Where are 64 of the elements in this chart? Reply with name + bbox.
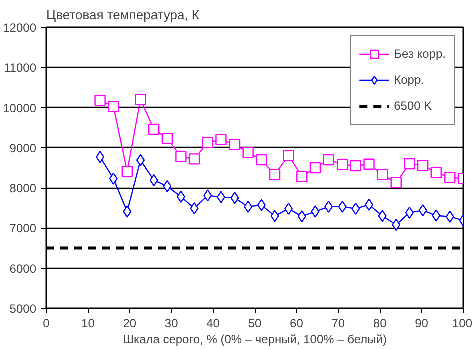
- point: [269, 169, 281, 180]
- point: [364, 158, 375, 170]
- point: [216, 191, 226, 204]
- y-tick-label: 9000: [10, 141, 37, 156]
- point: [430, 167, 442, 178]
- point: [336, 159, 348, 170]
- x-tick-label: 0: [43, 316, 50, 330]
- x-tick-label: 60: [290, 316, 304, 330]
- point: [444, 172, 456, 184]
- point: [176, 151, 187, 162]
- y-tick-label: 6000: [10, 262, 37, 276]
- point: [188, 154, 200, 165]
- x-axis-title: Шкала серого, % (0% – черный, 100% – белый): [123, 332, 387, 346]
- point: [230, 192, 240, 204]
- point: [96, 151, 105, 164]
- point: [204, 190, 212, 202]
- x-tick-label: 90: [415, 316, 429, 330]
- legend-label: Корр.: [394, 73, 424, 87]
- point: [162, 133, 174, 144]
- point: [94, 94, 106, 106]
- point: [270, 210, 280, 222]
- x-tick-label: 10: [82, 316, 96, 330]
- x-tick-label: 80: [373, 316, 388, 330]
- point: [432, 210, 441, 222]
- point: [242, 147, 254, 158]
- point: [256, 154, 268, 166]
- point: [136, 154, 146, 166]
- point: [229, 139, 241, 150]
- point: [216, 134, 227, 146]
- y-tick-label: 8000: [10, 182, 37, 196]
- y-tick-label: 10000: [3, 101, 37, 116]
- chart-title: Цветовая температура, К: [46, 8, 200, 22]
- legend-label: Без корр.: [394, 47, 446, 61]
- point: [148, 124, 160, 136]
- y-tick-label: 5000: [10, 302, 37, 316]
- x-tick-label: 40: [206, 316, 220, 330]
- y-tick-label: 7000: [10, 222, 37, 236]
- point: [257, 199, 266, 212]
- x-tick-label: 20: [123, 316, 137, 330]
- y-tick-label: 12000: [3, 21, 37, 35]
- point: [122, 166, 133, 178]
- point: [202, 137, 214, 148]
- point: [364, 198, 374, 212]
- point: [123, 206, 132, 218]
- point: [404, 158, 416, 170]
- point: [283, 150, 294, 162]
- x-tick-label: 50: [248, 316, 262, 330]
- point: [311, 206, 320, 218]
- y-tick-label: 11000: [4, 61, 37, 76]
- x-tick-label: 70: [332, 316, 346, 330]
- x-tick-label: 30: [164, 316, 179, 330]
- point: [350, 160, 362, 172]
- point: [310, 162, 322, 174]
- x-tick-label: 100: [452, 316, 472, 330]
- point: [108, 100, 120, 112]
- point: [135, 94, 146, 106]
- point: [323, 154, 334, 166]
- point: [390, 177, 402, 188]
- point: [296, 171, 308, 182]
- point: [417, 160, 429, 172]
- point: [377, 169, 388, 180]
- point: [109, 172, 118, 185]
- point: [378, 210, 387, 222]
- legend-label: 6500 K: [394, 99, 432, 113]
